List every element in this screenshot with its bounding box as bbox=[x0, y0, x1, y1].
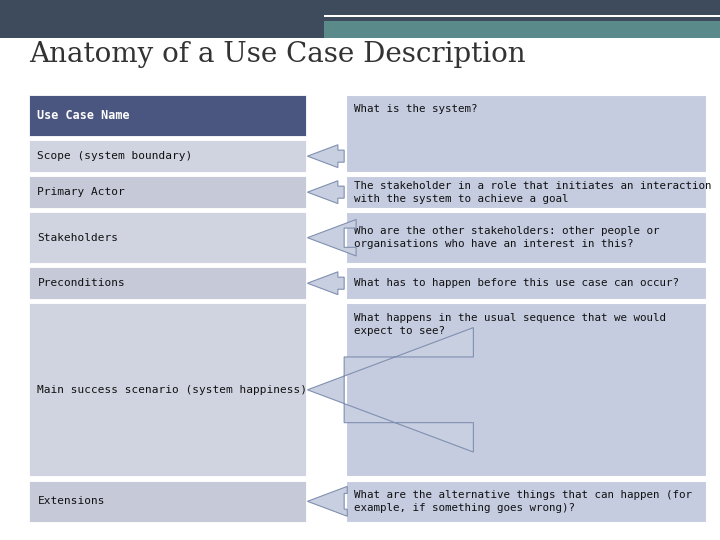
Bar bbox=[0, 0, 720, 38]
Text: What is the system?: What is the system? bbox=[354, 104, 478, 114]
Bar bbox=[29, 212, 306, 263]
Bar bbox=[346, 94, 706, 172]
Polygon shape bbox=[307, 487, 347, 516]
Bar bbox=[29, 267, 306, 299]
Bar bbox=[29, 177, 306, 208]
Text: Primary Actor: Primary Actor bbox=[37, 187, 125, 197]
Bar bbox=[346, 303, 706, 476]
Text: Stakeholders: Stakeholders bbox=[37, 233, 118, 242]
Text: What are the alternative things that can happen (for
example, if something goes : What are the alternative things that can… bbox=[354, 490, 692, 513]
Text: What happens in the usual sequence that we would
expect to see?: What happens in the usual sequence that … bbox=[354, 313, 666, 336]
Polygon shape bbox=[307, 181, 344, 204]
Text: Extensions: Extensions bbox=[37, 496, 105, 507]
Text: Anatomy of a Use Case Description: Anatomy of a Use Case Description bbox=[29, 40, 526, 68]
Text: Scope (system boundary): Scope (system boundary) bbox=[37, 151, 193, 161]
Polygon shape bbox=[307, 328, 473, 452]
Bar bbox=[346, 212, 706, 263]
Text: Who are the other stakeholders: other people or
organisations who have an intere: Who are the other stakeholders: other pe… bbox=[354, 226, 660, 249]
Bar bbox=[29, 94, 306, 136]
Polygon shape bbox=[307, 145, 344, 167]
Bar bbox=[29, 140, 306, 172]
Bar bbox=[29, 303, 306, 476]
Bar bbox=[346, 267, 706, 299]
Text: Preconditions: Preconditions bbox=[37, 278, 125, 288]
Text: Use Case Name: Use Case Name bbox=[37, 109, 130, 122]
Bar bbox=[324, 16, 720, 17]
Polygon shape bbox=[307, 219, 356, 256]
Polygon shape bbox=[307, 272, 344, 295]
Text: The stakeholder in a role that initiates an interaction
with the system to achie: The stakeholder in a role that initiates… bbox=[354, 180, 712, 204]
Bar bbox=[324, 21, 720, 38]
Bar bbox=[29, 481, 306, 522]
Bar bbox=[346, 177, 706, 208]
Bar bbox=[346, 481, 706, 522]
Text: What has to happen before this use case can occur?: What has to happen before this use case … bbox=[354, 278, 679, 288]
Text: Main success scenario (system happiness): Main success scenario (system happiness) bbox=[37, 385, 307, 395]
